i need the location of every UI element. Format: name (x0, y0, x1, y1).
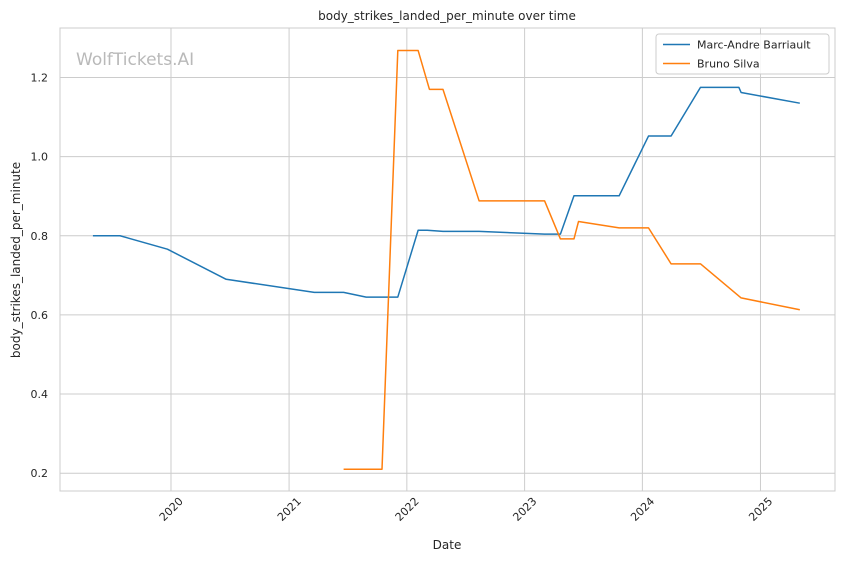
y-tick-label: 1.2 (31, 71, 49, 84)
y-tick-label: 0.2 (31, 467, 49, 480)
legend-box (655, 33, 830, 75)
y-tick-label: 0.6 (31, 309, 49, 322)
chart-title: body_strikes_landed_per_minute over time (318, 9, 576, 23)
watermark-text: WolfTickets.AI (76, 50, 194, 70)
series-layer (92, 49, 800, 470)
series-line-marc-andre-barriault (92, 86, 800, 298)
y-axis-label: body_strikes_landed_per_minute (9, 162, 23, 358)
x-axis-label: Date (433, 538, 462, 552)
grid-layer (60, 28, 835, 491)
legend-entry-marc-andre-barriault: Marc-Andre Barriault (697, 39, 811, 52)
legend: Marc-Andre Barriault Bruno Silva (655, 33, 830, 75)
y-tick-label: 0.4 (31, 388, 49, 401)
y-tick-label: 1.0 (31, 151, 49, 164)
y-tick-label: 0.8 (31, 230, 49, 243)
legend-entry-bruno-silva: Bruno Silva (697, 58, 760, 71)
y-tick-labels: 0.2 0.4 0.6 0.8 1.0 1.2 (31, 71, 49, 480)
plot-area-frame (59, 27, 836, 492)
series-line-bruno-silva (343, 49, 800, 470)
